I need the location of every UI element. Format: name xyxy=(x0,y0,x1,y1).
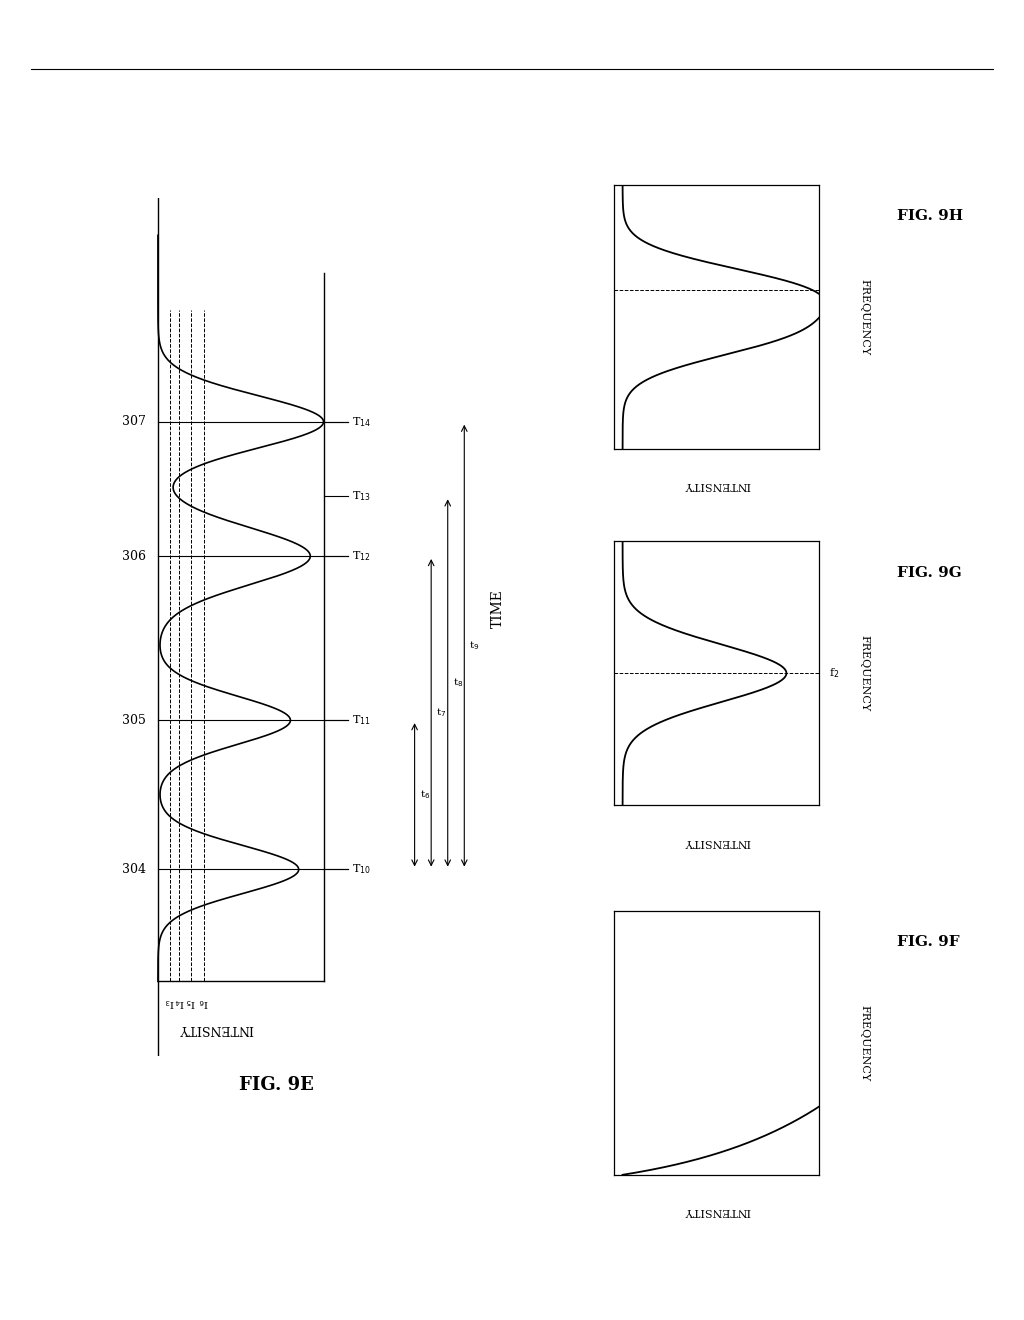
Text: T$_{12}$: T$_{12}$ xyxy=(351,549,371,564)
Text: FREQUENCY: FREQUENCY xyxy=(859,1005,869,1081)
Text: T$_{10}$: T$_{10}$ xyxy=(351,862,371,876)
Text: INTENSITY: INTENSITY xyxy=(684,837,750,847)
Text: T$_{14}$: T$_{14}$ xyxy=(351,414,371,429)
Text: I$_3$: I$_3$ xyxy=(165,997,175,1008)
Text: T$_{11}$: T$_{11}$ xyxy=(351,713,371,727)
Text: TIME: TIME xyxy=(490,589,505,628)
Text: INTENSITY: INTENSITY xyxy=(178,1023,253,1035)
Text: t$_6$: t$_6$ xyxy=(420,788,430,801)
Text: INTENSITY: INTENSITY xyxy=(684,480,750,491)
Text: I$_6$: I$_6$ xyxy=(199,997,210,1008)
Text: FIG. 9H: FIG. 9H xyxy=(897,210,964,223)
Text: 305: 305 xyxy=(123,714,146,727)
Text: T$_{13}$: T$_{13}$ xyxy=(351,490,371,503)
Text: FIG. 9G: FIG. 9G xyxy=(897,566,962,579)
Text: INTENSITY: INTENSITY xyxy=(684,1206,750,1217)
Text: FIG. 9E: FIG. 9E xyxy=(240,1076,313,1094)
Text: t$_9$: t$_9$ xyxy=(469,639,479,652)
Text: t$_7$: t$_7$ xyxy=(436,706,446,719)
Text: 307: 307 xyxy=(123,416,146,428)
Text: I$_4$: I$_4$ xyxy=(174,997,184,1008)
Text: FREQUENCY: FREQUENCY xyxy=(859,279,869,355)
Text: I$_5$: I$_5$ xyxy=(186,997,197,1008)
Text: 304: 304 xyxy=(122,863,146,876)
Text: FREQUENCY: FREQUENCY xyxy=(859,635,869,711)
Text: FIG. 9F: FIG. 9F xyxy=(897,936,959,949)
Text: 306: 306 xyxy=(122,549,146,562)
Text: t$_8$: t$_8$ xyxy=(453,677,463,689)
Text: f$_2$: f$_2$ xyxy=(829,667,840,680)
